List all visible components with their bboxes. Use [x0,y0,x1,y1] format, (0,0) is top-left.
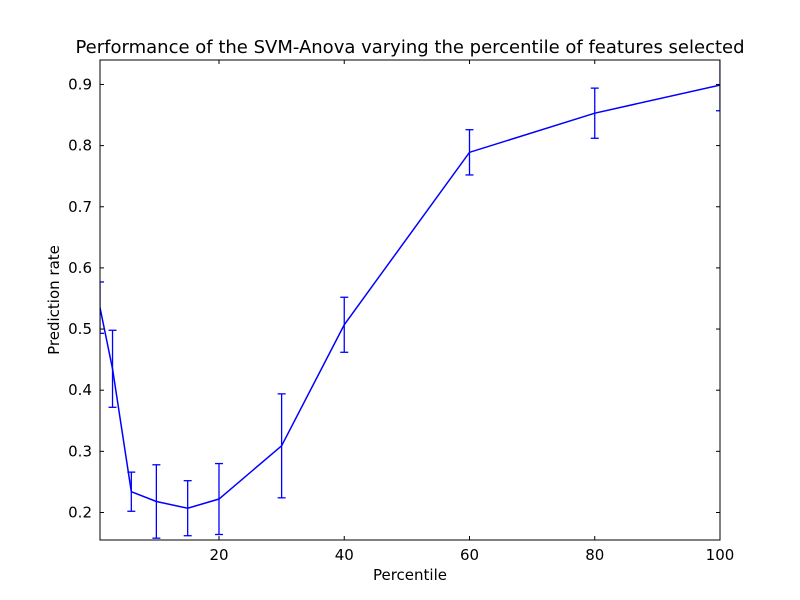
series-group [100,84,720,509]
x-tick-label: 100 [706,546,735,564]
y-tick-label: 0.9 [68,75,92,93]
y-tick-label: 0.5 [68,320,92,338]
y-tick-label: 0.7 [68,198,92,216]
y-tick-label: 0.2 [68,503,92,521]
series-line [100,84,720,509]
ticks: 20 40 60 80 100 0.2 0.3 0.4 0.5 0.6 0.7 0.8 0.9 [68,59,735,564]
y-tick-label: 0.8 [68,137,92,155]
x-axis-label: Percentile [373,566,447,584]
y-tick-label: 0.6 [68,259,92,277]
x-tick-label: 80 [585,546,604,564]
y-tick-label: 0.4 [68,381,92,399]
x-tick-label: 40 [335,546,354,564]
plot-area [100,60,720,540]
y-tick-label: 0.3 [68,442,92,460]
plot-background [100,60,720,540]
y-axis-label: Prediction rate [45,245,63,355]
chart-title: Performance of the SVM-Anova varying the… [75,37,744,58]
x-tick-label: 60 [460,546,479,564]
x-tick-label: 20 [209,546,228,564]
plot-frame [99,59,721,541]
